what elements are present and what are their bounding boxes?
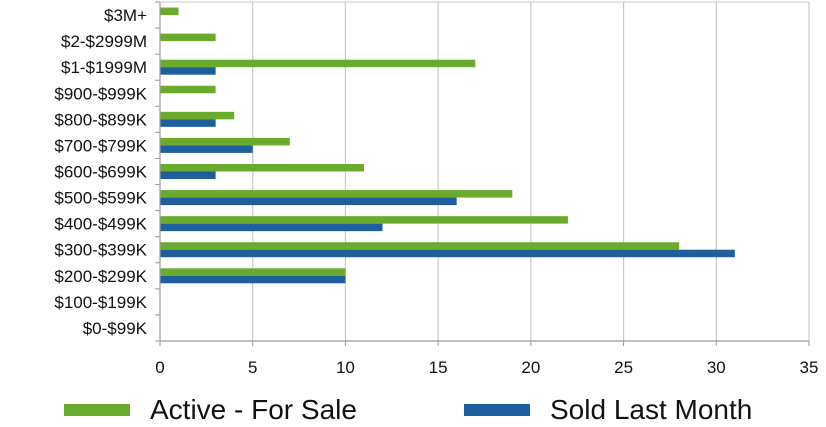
bar-active-for-sale bbox=[160, 137, 290, 146]
bar-active-for-sale bbox=[160, 268, 346, 276]
x-tick-label: 20 bbox=[521, 358, 540, 377]
bar-sold-last-month bbox=[160, 223, 383, 232]
grid-lines bbox=[252, 2, 810, 341]
y-category-label: $500-$599K bbox=[54, 189, 147, 208]
bar-active-for-sale bbox=[160, 33, 216, 42]
bar-active-for-sale bbox=[160, 111, 235, 120]
y-category-label: $400-$499K bbox=[54, 215, 147, 234]
bar-sold-last-month bbox=[160, 119, 216, 127]
x-tick-label: 15 bbox=[429, 358, 448, 377]
bars bbox=[160, 7, 735, 284]
bar-active-for-sale bbox=[160, 190, 513, 198]
y-category-label: $800-$899K bbox=[54, 110, 147, 129]
x-tick-label: 5 bbox=[248, 358, 257, 377]
bar-sold-last-month bbox=[160, 145, 253, 153]
bar-active-for-sale bbox=[160, 59, 476, 68]
bar-sold-last-month bbox=[160, 249, 735, 258]
x-tick-label: 35 bbox=[800, 358, 819, 377]
x-tick-label: 25 bbox=[614, 358, 633, 377]
legend-item-sold: Sold Last Month bbox=[464, 392, 752, 427]
legend: Active - For Sale Sold Last Month bbox=[0, 392, 826, 427]
bar-active-for-sale bbox=[160, 164, 364, 172]
bar-chart: $3M+ $2-$2999M $1-$1999M $900-$999K $800-$89… bbox=[54, 1, 818, 377]
y-category-label: $0-$99K bbox=[83, 319, 148, 338]
axes bbox=[155, 1, 810, 346]
x-tick-label: 30 bbox=[707, 358, 726, 377]
y-category-label: $1-$1999M bbox=[61, 58, 147, 77]
legend-swatch-active bbox=[64, 403, 130, 416]
y-category-label: $700-$799K bbox=[54, 136, 147, 155]
legend-label-active: Active - For Sale bbox=[150, 393, 357, 425]
x-tick-label: 10 bbox=[336, 358, 355, 377]
bar-active-for-sale bbox=[160, 216, 568, 224]
y-category-label: $200-$299K bbox=[54, 267, 147, 286]
bar-active-for-sale bbox=[160, 242, 680, 250]
bar-sold-last-month bbox=[160, 275, 346, 284]
y-category-label: $600-$699K bbox=[54, 163, 147, 182]
y-category-label: $300-$399K bbox=[54, 241, 147, 260]
bar-active-for-sale bbox=[160, 7, 179, 16]
y-category-label: $2-$2999M bbox=[61, 32, 147, 51]
y-category-label: $3M+ bbox=[104, 6, 147, 25]
legend-swatch-sold bbox=[464, 403, 530, 416]
bar-sold-last-month bbox=[160, 171, 216, 179]
legend-label-sold: Sold Last Month bbox=[550, 393, 753, 425]
bar-sold-last-month bbox=[160, 197, 457, 206]
x-tick-label: 0 bbox=[155, 358, 164, 377]
legend-item-active: Active - For Sale bbox=[64, 392, 357, 427]
bar-active-for-sale bbox=[160, 85, 216, 94]
x-axis-labels: 0 5 10 15 20 25 30 35 bbox=[155, 358, 818, 377]
bar-sold-last-month bbox=[160, 67, 216, 75]
y-axis-labels: $3M+ $2-$2999M $1-$1999M $900-$999K $800-$89… bbox=[54, 6, 147, 338]
y-category-label: $100-$199K bbox=[54, 293, 147, 312]
y-category-label: $900-$999K bbox=[54, 84, 147, 103]
